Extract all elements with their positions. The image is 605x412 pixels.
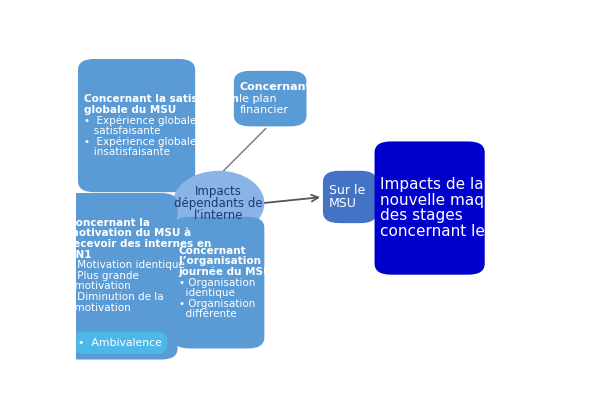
- Text: •  Expérience globalement: • Expérience globalement: [83, 136, 223, 147]
- Text: Impacts de la: Impacts de la: [380, 177, 484, 192]
- Text: Concernant: Concernant: [240, 82, 311, 92]
- Text: • Motivation identique: • Motivation identique: [68, 260, 185, 270]
- Text: concernant le SN1: concernant le SN1: [380, 224, 521, 239]
- Text: le plan: le plan: [240, 94, 277, 103]
- Text: journée du MSU: journée du MSU: [178, 267, 272, 277]
- Text: l’organisation de la: l’organisation de la: [178, 256, 293, 267]
- Text: insatisfaisante: insatisfaisante: [83, 147, 169, 157]
- Text: • Organisation: • Organisation: [178, 278, 255, 288]
- FancyBboxPatch shape: [323, 171, 377, 223]
- Text: financier: financier: [240, 105, 289, 115]
- Text: Concernant la: Concernant la: [68, 218, 151, 228]
- Text: motivation du MSU à: motivation du MSU à: [68, 228, 191, 239]
- Text: Sur le: Sur le: [329, 184, 365, 197]
- Text: Concernant: Concernant: [178, 246, 246, 256]
- Text: Impacts: Impacts: [195, 185, 242, 198]
- FancyBboxPatch shape: [173, 217, 264, 349]
- FancyBboxPatch shape: [73, 332, 167, 354]
- Text: • Diminution de la: • Diminution de la: [68, 292, 164, 302]
- Ellipse shape: [173, 171, 264, 236]
- Text: dépendants de: dépendants de: [174, 197, 263, 210]
- Text: • Plus grande: • Plus grande: [68, 271, 139, 281]
- Text: globale du MSU: globale du MSU: [83, 105, 176, 115]
- Text: •  Expérience globalement: • Expérience globalement: [83, 115, 223, 126]
- Text: nouvelle maquette: nouvelle maquette: [380, 193, 525, 208]
- Text: motivation: motivation: [68, 281, 131, 291]
- Text: satisfaisante: satisfaisante: [83, 126, 160, 136]
- FancyBboxPatch shape: [234, 71, 307, 126]
- Text: l’interne: l’interne: [194, 209, 243, 222]
- FancyBboxPatch shape: [63, 193, 178, 360]
- Text: recevoir des internes en: recevoir des internes en: [68, 239, 212, 249]
- Text: différente: différente: [178, 309, 236, 319]
- Text: MSU: MSU: [329, 197, 356, 210]
- Text: identique: identique: [178, 288, 234, 298]
- FancyBboxPatch shape: [78, 59, 195, 192]
- Text: motivation: motivation: [68, 302, 131, 313]
- Text: Concernant la satisfaction: Concernant la satisfaction: [83, 94, 238, 104]
- Text: • Organisation: • Organisation: [178, 299, 255, 309]
- FancyBboxPatch shape: [374, 141, 485, 275]
- Text: •  Ambivalence: • Ambivalence: [78, 338, 162, 348]
- Text: SN1: SN1: [68, 250, 92, 260]
- Text: des stages: des stages: [380, 208, 463, 223]
